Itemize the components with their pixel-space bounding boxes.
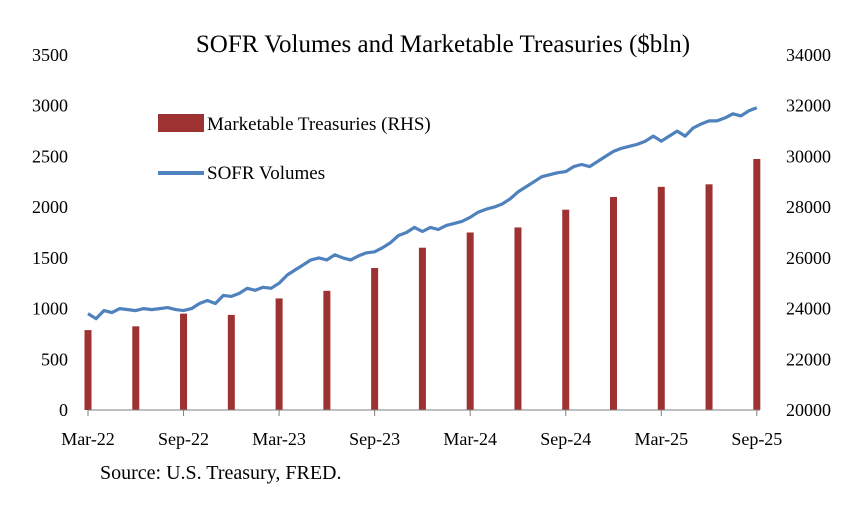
left-axis-tick-label: 2500 [32,146,68,166]
left-axis-tick-label: 0 [59,400,68,420]
left-axis-tick-label: 1500 [32,248,68,268]
right-axis-tick-label: 28000 [786,197,831,217]
left-axis-tick-label: 1000 [32,299,68,319]
x-tick-label: Mar-22 [61,429,115,449]
right-axis-tick-label: 24000 [786,299,831,319]
treasury-bar [609,197,617,410]
treasury-bar [514,227,522,410]
treasury-bar [705,184,713,410]
source-note: Source: U.S. Treasury, FRED. [100,462,342,484]
axes: Mar-22 Sep-22 Mar-23 Sep-23 Mar-24 Sep-24 Mar-… [32,45,831,449]
legend-bar-swatch [158,114,204,132]
left-axis-tick-label: 3000 [32,96,68,116]
treasury-bar [132,326,140,410]
sofr-line-layer [87,106,758,321]
right-axis-tick-label: 30000 [786,146,831,166]
right-axis-tick-label: 22000 [786,349,831,369]
treasury-bar [418,247,426,410]
treasury-bar [84,330,92,410]
treasury-bar [657,186,665,410]
treasury-bar [466,232,474,410]
treasury-bar [180,313,188,410]
treasury-bar [275,298,283,410]
treasury-bar [323,290,331,410]
x-tick-label: Sep-25 [731,429,782,449]
legend: Marketable Treasuries (RHS) SOFR Volumes [158,114,431,184]
treasury-bar [562,209,570,410]
right-axis-tick-label: 32000 [786,96,831,116]
legend-label-treasuries: Marketable Treasuries (RHS) [207,114,431,135]
treasury-bar [227,314,235,410]
x-tick-label: Mar-25 [634,429,688,449]
legend-label-sofr: SOFR Volumes [207,163,325,184]
x-tick-label: Mar-23 [252,429,306,449]
left-axis-tick-label: 2000 [32,197,68,217]
right-axis-tick-label: 26000 [786,248,831,268]
treasuries-bars [84,158,761,410]
right-axis-tick-label: 34000 [786,45,831,65]
x-tick-label: Sep-24 [540,429,591,449]
left-axis-tick-label: 3500 [32,45,68,65]
right-axis-tick-label: 20000 [786,400,831,420]
chart-title: SOFR Volumes and Marketable Treasuries (… [196,31,690,58]
treasury-bar [753,158,761,410]
left-axis-tick-label: 500 [41,349,68,369]
x-tick-label: Mar-24 [443,429,497,449]
x-tick-label: Sep-22 [158,429,209,449]
treasury-bar [371,268,379,410]
sofr-volumes-line [87,106,758,321]
x-tick-label: Sep-23 [349,429,400,449]
